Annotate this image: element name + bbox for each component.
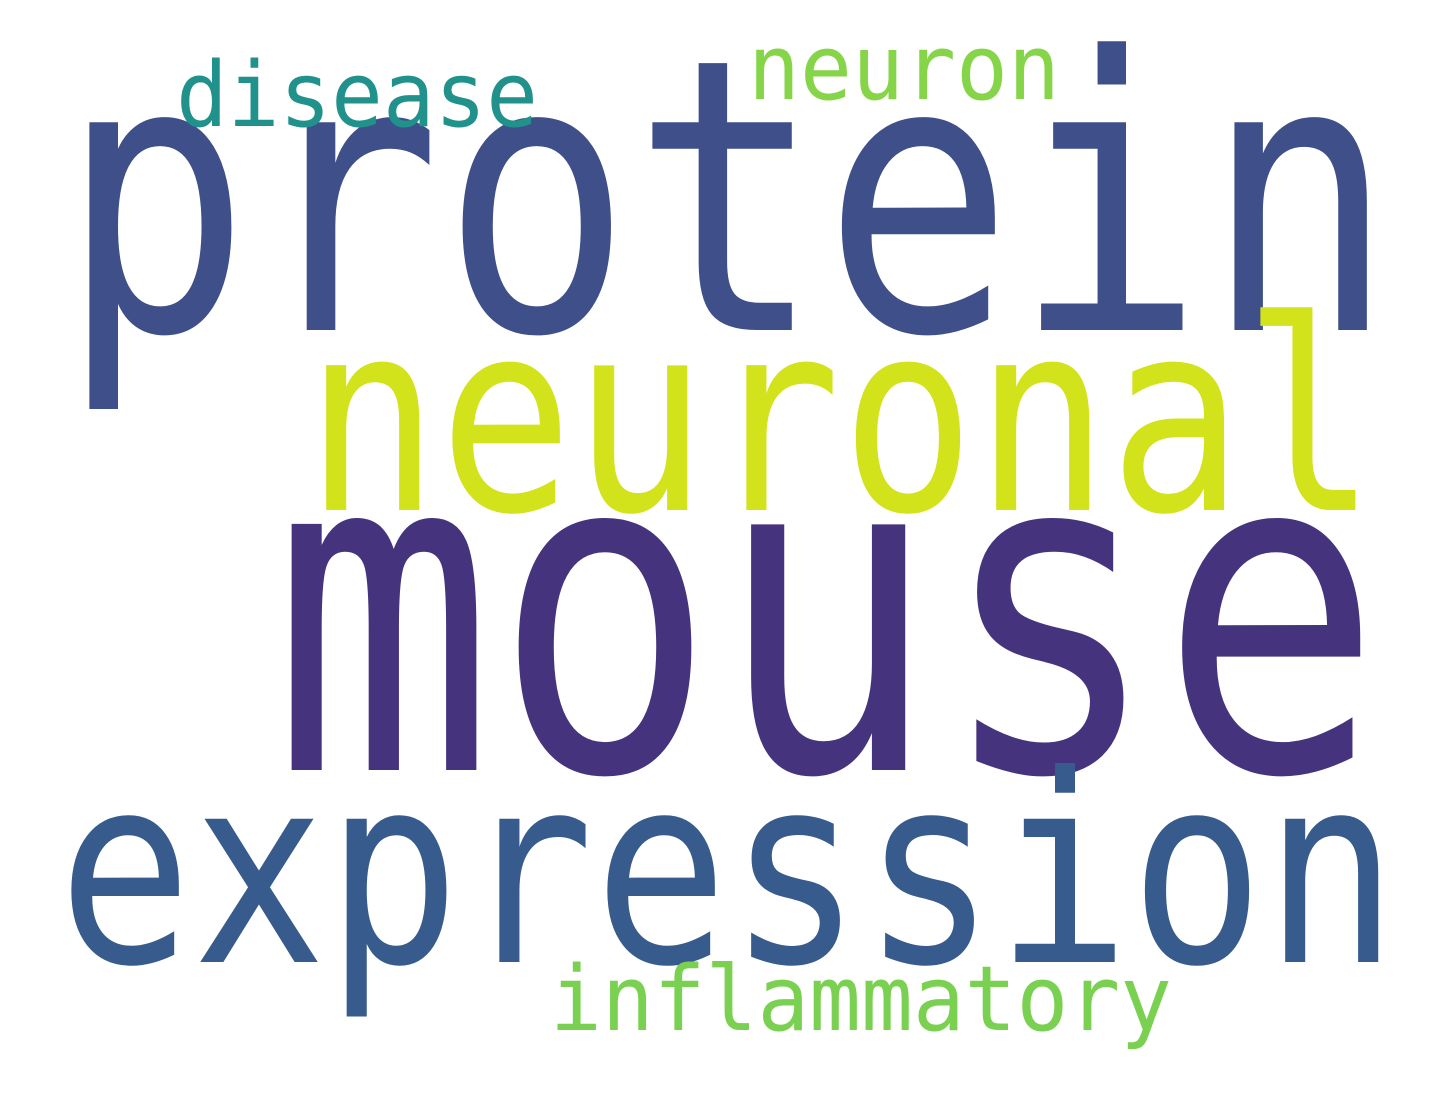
word-disease: disease <box>176 43 538 148</box>
word-mouse: mouse <box>272 353 1382 877</box>
word-neuronal: neuronal <box>305 265 1377 573</box>
word-inflammatory: inflammatory <box>550 947 1172 1052</box>
word-protein: protein <box>60 0 1395 420</box>
word-expression: expression <box>58 719 1398 1024</box>
word-neuron: neuron <box>748 16 1060 121</box>
